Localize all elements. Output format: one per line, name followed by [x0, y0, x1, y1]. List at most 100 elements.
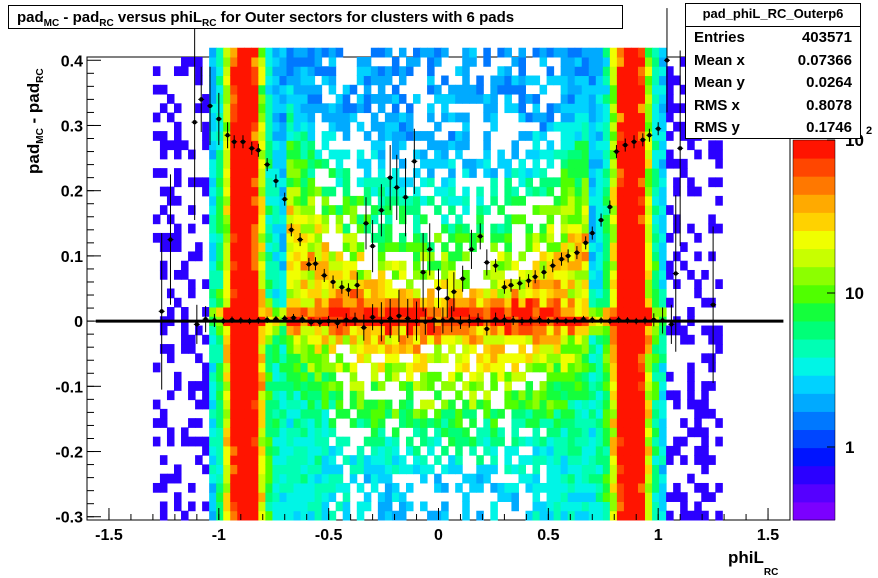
- heatmap-cell: [342, 269, 351, 280]
- heatmap-cell: [560, 353, 569, 364]
- heatmap-cell: [413, 195, 421, 206]
- heatmap-cell: [300, 195, 309, 206]
- heatmap-cell: [328, 344, 337, 354]
- profile-upper-point: [623, 142, 628, 148]
- heatmap-cell: [314, 501, 323, 512]
- heatmap-cell: [223, 279, 231, 289]
- heatmap-cell: [349, 260, 358, 271]
- heatmap-cell: [602, 66, 611, 77]
- heatmap-cell: [666, 84, 674, 95]
- heatmap-cell: [645, 344, 653, 354]
- heatmap-cell: [490, 371, 498, 382]
- heatmap-cell: [342, 482, 351, 493]
- heatmap-cell: [230, 242, 238, 252]
- heatmap-cell: [567, 279, 576, 289]
- heatmap-cell: [581, 279, 590, 289]
- heatmap-cell: [574, 269, 583, 280]
- heatmap-cell: [258, 427, 266, 438]
- heatmap-cell: [448, 344, 456, 354]
- heatmap-cell: [152, 214, 161, 225]
- heatmap-cell: [321, 47, 330, 58]
- heatmap-cell: [462, 279, 470, 289]
- heatmap-cell: [588, 408, 597, 419]
- heatmap-cell: [525, 399, 534, 410]
- heatmap-cell: [532, 149, 541, 160]
- heatmap-cell: [623, 510, 632, 521]
- heatmap-cell: [300, 242, 309, 252]
- heatmap-cell: [230, 455, 238, 465]
- heatmap-cell: [335, 149, 344, 160]
- heatmap-cell: [272, 408, 280, 419]
- heatmap-cell: [356, 390, 365, 401]
- heatmap-cell: [659, 297, 667, 308]
- heatmap-cell: [476, 436, 484, 447]
- heatmap-cell: [427, 195, 435, 206]
- heatmap-cell: [511, 186, 519, 197]
- heatmap-cell: [553, 418, 562, 428]
- heatmap-cell: [391, 353, 400, 364]
- heatmap-cell: [342, 455, 351, 465]
- heatmap-cell: [321, 381, 330, 391]
- heatmap-cell: [546, 140, 555, 151]
- heatmap-cell: [673, 103, 681, 114]
- heatmap-cell: [293, 381, 302, 391]
- heatmap-cell: [602, 288, 611, 299]
- heatmap-cell: [581, 390, 590, 401]
- heatmap-cell: [293, 94, 302, 104]
- heatmap-cell: [420, 214, 428, 225]
- heatmap-cell: [659, 140, 667, 151]
- heatmap-cell: [448, 269, 456, 280]
- heatmap-cell: [581, 418, 590, 428]
- heatmap-cell: [230, 297, 238, 308]
- heatmap-cell: [413, 242, 421, 252]
- heatmap-cell: [258, 205, 266, 215]
- heatmap-cell: [525, 436, 534, 447]
- heatmap-cell: [616, 399, 625, 410]
- text-part: - pad: [59, 9, 100, 26]
- heatmap-cell: [652, 427, 660, 438]
- heatmap-cell: [230, 177, 238, 188]
- heatmap-cell: [384, 436, 393, 447]
- heatmap-cell: [574, 464, 583, 475]
- heatmap-cell: [532, 131, 541, 141]
- heatmap-cell: [532, 168, 541, 178]
- heatmap-cell: [602, 473, 611, 484]
- heatmap-cell: [623, 121, 632, 132]
- heatmap-cell: [666, 103, 674, 114]
- heatmap-cell: [384, 445, 393, 456]
- heatmap-cell: [687, 307, 695, 317]
- heatmap-cell: [251, 399, 259, 410]
- heatmap-cell: [567, 501, 576, 512]
- colorbar-segment: [793, 483, 835, 503]
- heatmap-cell: [539, 344, 548, 354]
- heatmap-cell: [335, 214, 344, 225]
- heatmap-cell: [659, 177, 667, 188]
- heatmap-cell: [680, 510, 688, 521]
- heatmap-cell: [588, 168, 597, 178]
- heatmap-cell: [265, 168, 273, 178]
- heatmap-cell: [645, 427, 653, 438]
- heatmap-cell: [244, 399, 252, 410]
- profile-upper-point: [710, 302, 716, 308]
- heatmap-cell: [637, 186, 646, 197]
- heatmap-cell: [173, 297, 182, 308]
- heatmap-cell: [553, 455, 562, 465]
- heatmap-cell: [616, 140, 625, 151]
- heatmap-cell: [581, 158, 590, 169]
- heatmap-cell: [701, 492, 709, 502]
- heatmap-cell: [588, 427, 597, 438]
- heatmap-cell: [398, 94, 407, 104]
- heatmap-cell: [659, 112, 667, 123]
- heatmap-cell: [427, 112, 435, 123]
- heatmap-cell: [616, 260, 625, 271]
- heatmap-cell: [166, 344, 175, 354]
- heatmap-cell: [279, 297, 287, 308]
- profile-zero-point: [387, 316, 393, 321]
- heatmap-cell: [623, 279, 632, 289]
- heatmap-cell: [616, 112, 625, 123]
- heatmap-cell: [518, 214, 526, 225]
- heatmap-cell: [321, 464, 330, 475]
- heatmap-cell: [609, 177, 618, 188]
- heatmap-cell: [623, 334, 632, 345]
- heatmap-cell: [209, 75, 217, 86]
